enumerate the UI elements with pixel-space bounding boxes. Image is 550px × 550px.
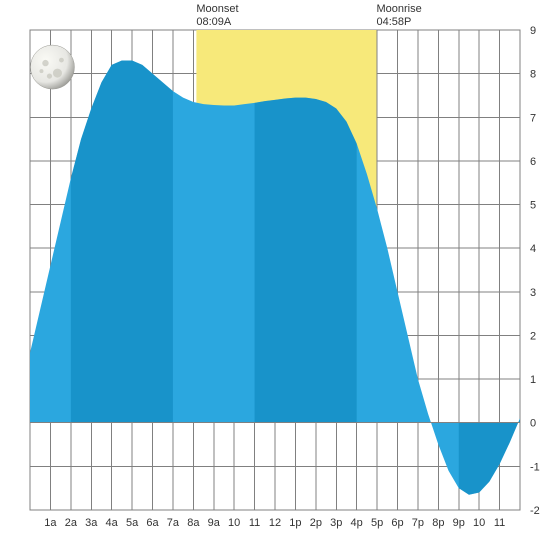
moonset-title: Moonset — [196, 3, 238, 15]
y-tick-label: -1 — [530, 461, 540, 473]
x-tick-label: 3a — [85, 517, 98, 529]
y-tick-label: 6 — [530, 156, 536, 168]
x-tick-label: 5p — [371, 517, 383, 529]
y-tick-label: 4 — [530, 243, 536, 255]
x-tick-label: 7a — [167, 517, 180, 529]
x-tick-label: 9p — [453, 517, 465, 529]
x-tick-label: 8a — [187, 517, 200, 529]
y-tick-label: 9 — [530, 25, 536, 37]
x-tick-label: 6p — [391, 517, 403, 529]
y-tick-label: 1 — [530, 374, 536, 386]
x-tick-label: 1a — [44, 517, 57, 529]
x-tick-label: 4p — [351, 517, 363, 529]
y-tick-label: -2 — [530, 505, 540, 517]
x-tick-label: 8p — [432, 517, 444, 529]
moonrise-time: 04:58P — [376, 16, 411, 28]
chart-svg: 1a2a3a4a5a6a7a8a9a1011121p2p3p4p5p6p7p8p… — [0, 0, 550, 550]
moonset-time: 08:09A — [196, 16, 232, 28]
x-tick-label: 6a — [146, 517, 159, 529]
x-tick-label: 11 — [249, 517, 260, 529]
y-tick-label: 7 — [530, 112, 536, 124]
x-tick-label: 9a — [208, 517, 221, 529]
x-tick-label: 11 — [494, 517, 505, 529]
x-tick-label: 1p — [289, 517, 301, 529]
y-tick-label: 2 — [530, 330, 536, 342]
y-tick-label: 3 — [530, 287, 536, 299]
y-tick-label: 0 — [530, 418, 536, 430]
y-tick-label: 5 — [530, 200, 536, 212]
x-tick-label: 2a — [65, 517, 78, 529]
y-tick-label: 8 — [530, 69, 536, 81]
moon-icon — [30, 45, 74, 89]
x-tick-label: 10 — [228, 517, 240, 529]
x-tick-label: 5a — [126, 517, 139, 529]
x-tick-label: 12 — [269, 517, 281, 529]
x-tick-label: 10 — [473, 517, 485, 529]
moonrise-title: Moonrise — [376, 3, 421, 15]
x-tick-label: 2p — [310, 517, 322, 529]
x-tick-label: 4a — [106, 517, 119, 529]
tide-moon-chart: 1a2a3a4a5a6a7a8a9a1011121p2p3p4p5p6p7p8p… — [0, 0, 550, 550]
x-tick-label: 7p — [412, 517, 424, 529]
x-tick-label: 3p — [330, 517, 342, 529]
